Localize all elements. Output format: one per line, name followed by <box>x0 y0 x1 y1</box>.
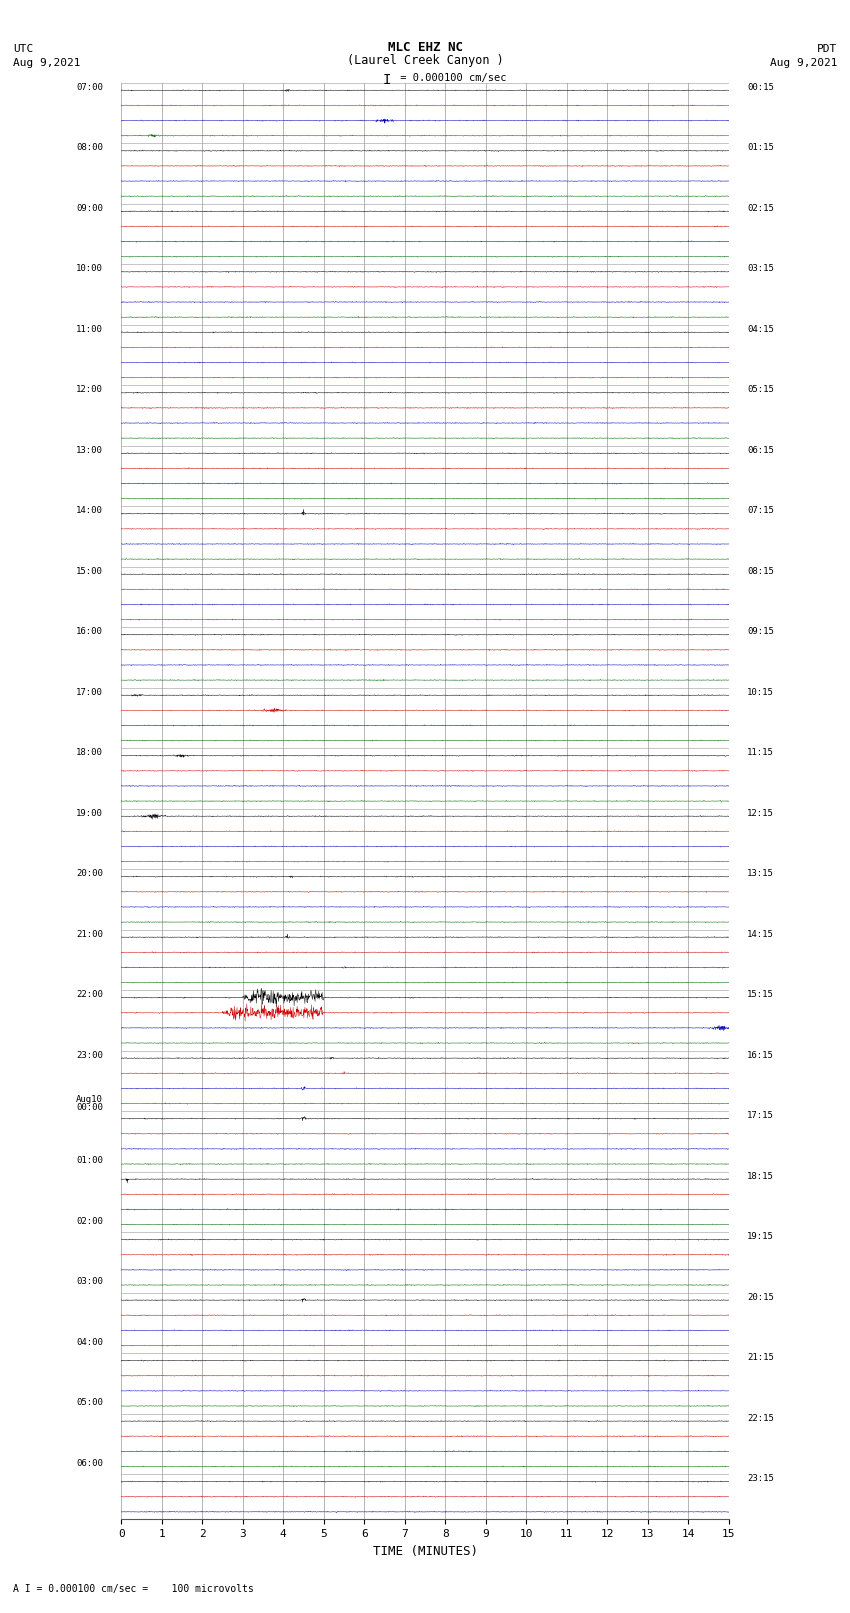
Text: 02:00: 02:00 <box>76 1216 103 1226</box>
Text: 10:15: 10:15 <box>747 687 774 697</box>
Text: 11:15: 11:15 <box>747 748 774 756</box>
Text: 23:15: 23:15 <box>747 1474 774 1482</box>
Text: 17:15: 17:15 <box>747 1111 774 1119</box>
Text: 07:00: 07:00 <box>76 82 103 92</box>
Text: A I = 0.000100 cm/sec =    100 microvolts: A I = 0.000100 cm/sec = 100 microvolts <box>13 1584 253 1594</box>
Text: 20:15: 20:15 <box>747 1292 774 1302</box>
Text: PDT: PDT <box>817 44 837 53</box>
Text: 14:00: 14:00 <box>76 506 103 515</box>
Text: 04:15: 04:15 <box>747 324 774 334</box>
Text: 22:15: 22:15 <box>747 1413 774 1423</box>
Text: 06:00: 06:00 <box>76 1458 103 1468</box>
Text: MLC EHZ NC: MLC EHZ NC <box>388 40 462 53</box>
Text: 16:15: 16:15 <box>747 1050 774 1060</box>
Text: 03:00: 03:00 <box>76 1277 103 1287</box>
Text: 04:00: 04:00 <box>76 1337 103 1347</box>
Text: 12:15: 12:15 <box>747 808 774 818</box>
Text: 14:15: 14:15 <box>747 929 774 939</box>
Text: (Laurel Creek Canyon ): (Laurel Creek Canyon ) <box>347 53 503 66</box>
Text: Aug 9,2021: Aug 9,2021 <box>770 58 837 68</box>
Text: Aug10: Aug10 <box>76 1095 103 1105</box>
Text: 11:00: 11:00 <box>76 324 103 334</box>
Text: 13:00: 13:00 <box>76 445 103 455</box>
Text: 21:00: 21:00 <box>76 929 103 939</box>
X-axis label: TIME (MINUTES): TIME (MINUTES) <box>372 1545 478 1558</box>
Text: 06:15: 06:15 <box>747 445 774 455</box>
Text: 17:00: 17:00 <box>76 687 103 697</box>
Text: 23:00: 23:00 <box>76 1050 103 1060</box>
Text: 18:00: 18:00 <box>76 748 103 756</box>
Text: Aug 9,2021: Aug 9,2021 <box>13 58 80 68</box>
Text: 13:15: 13:15 <box>747 869 774 877</box>
Text: 07:15: 07:15 <box>747 506 774 515</box>
Text: 01:00: 01:00 <box>76 1157 103 1166</box>
Text: 09:15: 09:15 <box>747 627 774 636</box>
Text: 02:15: 02:15 <box>747 203 774 213</box>
Text: 19:15: 19:15 <box>747 1232 774 1240</box>
Text: 10:00: 10:00 <box>76 265 103 273</box>
Text: 05:00: 05:00 <box>76 1398 103 1408</box>
Text: 15:15: 15:15 <box>747 990 774 998</box>
Text: 08:15: 08:15 <box>747 566 774 576</box>
Text: I: I <box>382 73 391 87</box>
Text: 16:00: 16:00 <box>76 627 103 636</box>
Text: 08:00: 08:00 <box>76 144 103 152</box>
Text: 15:00: 15:00 <box>76 566 103 576</box>
Text: 19:00: 19:00 <box>76 808 103 818</box>
Text: 20:00: 20:00 <box>76 869 103 877</box>
Text: 00:00: 00:00 <box>76 1103 103 1111</box>
Text: 05:15: 05:15 <box>747 386 774 394</box>
Text: 01:15: 01:15 <box>747 144 774 152</box>
Text: 21:15: 21:15 <box>747 1353 774 1361</box>
Text: 22:00: 22:00 <box>76 990 103 998</box>
Text: 18:15: 18:15 <box>747 1171 774 1181</box>
Text: 09:00: 09:00 <box>76 203 103 213</box>
Text: 12:00: 12:00 <box>76 386 103 394</box>
Text: UTC: UTC <box>13 44 33 53</box>
Text: 03:15: 03:15 <box>747 265 774 273</box>
Text: 00:15: 00:15 <box>747 82 774 92</box>
Text: = 0.000100 cm/sec: = 0.000100 cm/sec <box>394 73 506 84</box>
